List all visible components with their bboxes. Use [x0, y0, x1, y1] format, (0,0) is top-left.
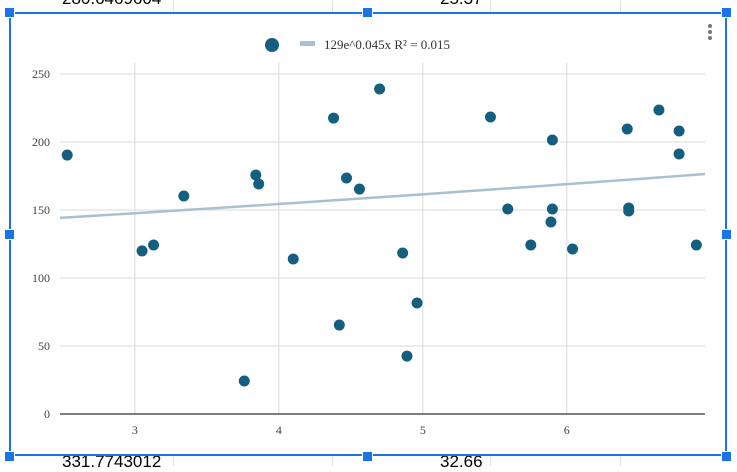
- data-point: [61, 149, 73, 161]
- legend-trendline-label: 129e^0.045x R² = 0.015: [324, 37, 450, 52]
- resize-handle-bottom-left[interactable]: [4, 451, 15, 462]
- data-point: [341, 172, 353, 184]
- data-point: [623, 205, 635, 217]
- resize-handle-top-left[interactable]: [4, 7, 15, 18]
- legend-point-marker: [265, 38, 279, 52]
- data-point: [545, 216, 557, 228]
- cell-value[interactable]: 25.37: [440, 0, 483, 9]
- resize-handle-top[interactable]: [362, 7, 373, 18]
- data-point: [690, 239, 702, 251]
- chart-menu-icon[interactable]: [707, 22, 713, 42]
- y-tick-label: 0: [44, 407, 50, 421]
- y-tick-label: 100: [32, 271, 50, 285]
- data-point: [411, 297, 423, 309]
- data-point: [653, 104, 665, 116]
- resize-handle-right[interactable]: [721, 229, 732, 240]
- data-point: [673, 125, 685, 137]
- data-point: [148, 239, 160, 251]
- data-point: [178, 190, 190, 202]
- data-point: [287, 253, 299, 265]
- x-tick-label: 5: [420, 423, 426, 437]
- x-tick-label: 6: [564, 423, 570, 437]
- cell-value[interactable]: 280.6469604: [62, 0, 161, 9]
- resize-handle-left[interactable]: [4, 229, 15, 240]
- data-point: [397, 247, 409, 259]
- resize-handle-bottom-right[interactable]: [721, 451, 732, 462]
- data-point: [502, 203, 514, 215]
- data-point: [621, 123, 633, 135]
- scatter-chart[interactable]: 129e^0.045x R² = 0.015 0 50 100 150 200 250 3 4…: [9, 12, 727, 456]
- data-point: [546, 134, 558, 146]
- data-point: [525, 239, 537, 251]
- chart-plot: 129e^0.045x R² = 0.015 0 50 100 150 200 250 3 4…: [32, 37, 706, 437]
- data-point: [250, 169, 262, 181]
- y-tick-label: 150: [32, 203, 50, 217]
- y-tick-label: 200: [32, 135, 50, 149]
- data-point: [253, 178, 265, 190]
- resize-handle-top-right[interactable]: [721, 7, 732, 18]
- legend: 129e^0.045x R² = 0.015: [265, 37, 450, 52]
- data-point: [484, 111, 496, 123]
- data-point: [567, 243, 579, 255]
- legend-trendline-marker: [300, 41, 315, 46]
- data-point: [333, 319, 345, 331]
- data-point: [401, 350, 413, 362]
- y-tick-label: 50: [38, 339, 50, 353]
- data-point: [136, 245, 148, 257]
- data-point: [328, 112, 340, 124]
- data-point: [673, 148, 685, 160]
- x-tick-label: 4: [276, 423, 282, 437]
- data-point: [546, 203, 558, 215]
- data-point: [353, 183, 365, 195]
- x-tick-label: 3: [132, 423, 138, 437]
- data-point: [374, 83, 386, 95]
- y-tick-label: 250: [32, 67, 50, 81]
- trendline: [59, 172, 706, 220]
- data-point: [238, 375, 250, 387]
- resize-handle-bottom[interactable]: [362, 451, 373, 462]
